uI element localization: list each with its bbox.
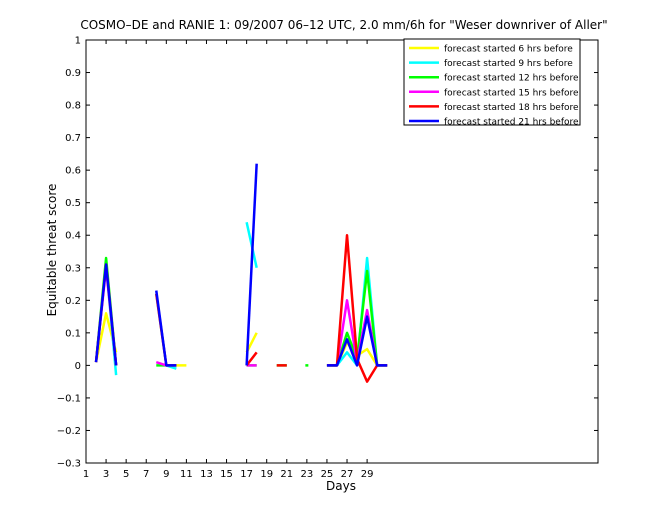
y-tick-label: −0.1 [57,393,81,404]
y-tick-label: −0.2 [57,426,81,437]
y-tick-label: 0 [75,361,81,372]
y-axis: −0.3 −0.2 −0.1 0 0.1 0.2 0.3 0.4 0.5 0.6 0.7 0.8 0.9… [57,36,598,470]
series-segment [155,290,177,367]
y-tick-label: 0.5 [65,198,81,209]
x-tick-label: 19 [260,469,273,480]
y-tick-label: 0.3 [65,263,81,274]
x-tick-label: 27 [341,469,354,480]
x-tick-label: 7 [143,469,149,480]
legend-label: forecast started 21 hrs before [444,118,579,128]
y-tick-label: 0.6 [65,166,81,177]
y-tick-label: 0.1 [65,328,81,339]
y-tick-label: 0.8 [65,101,81,112]
x-tick-label: 13 [200,469,213,480]
x-tick-label: 11 [180,469,193,480]
x-tick-label: 29 [361,469,374,480]
y-tick-label: 0.2 [65,296,81,307]
legend-label: forecast started 12 hrs before [444,74,579,84]
x-axis-label: Days [326,479,356,493]
chart-title: COSMO–DE and RANIE 1: 09/2007 06–12 UTC,… [80,18,607,32]
legend-label: forecast started 18 hrs before [444,103,579,113]
y-tick-label: 0.4 [65,231,81,242]
y-tick-label: 0.7 [65,133,81,144]
legend: forecast started 6 hrs before forecast st… [403,38,581,128]
x-tick-label: 5 [123,469,129,480]
legend-box [403,38,581,126]
x-tick-label: 9 [163,469,169,480]
x-tick-label: 3 [103,469,109,480]
series-line [94,163,388,367]
series-segment [245,351,258,367]
series-segment [245,163,258,366]
x-tick-label: 15 [220,469,233,480]
legend-label: forecast started 6 hrs before [444,45,573,55]
x-axis: 1 3 5 7 9 11 13 15 17 19 21 23 25 27 29 [83,40,374,480]
y-tick-label: 0.9 [65,68,81,79]
x-tick-label: 21 [280,469,293,480]
x-tick-label: 17 [240,469,253,480]
y-tick-label: 1 [75,36,81,47]
x-tick-label: 23 [300,469,313,480]
y-axis-label: Equitable threat score [45,184,59,317]
series-layer [94,163,388,383]
x-tick-label: 1 [83,469,89,480]
series-segment [326,315,388,367]
legend-label: forecast started 15 hrs before [444,88,579,98]
legend-label: forecast started 9 hrs before [444,59,573,69]
series-segment [94,263,118,366]
y-tick-label: −0.3 [57,459,81,470]
x-tick-label: 25 [321,469,334,480]
